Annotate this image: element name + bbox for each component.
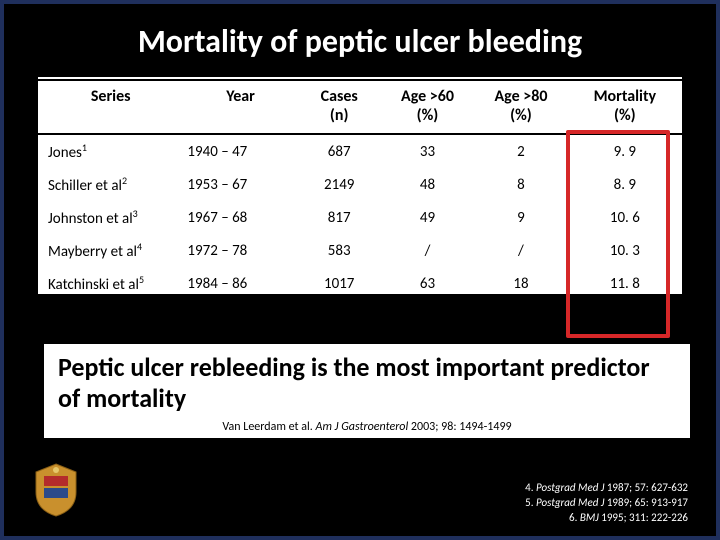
cell-age60: 33 — [381, 134, 474, 168]
ref-rest: 1995; 311: 222-226 — [599, 511, 688, 524]
ref-journal: Postgrad Med J — [536, 496, 604, 509]
cell-mort: 9. 9 — [568, 134, 682, 168]
callout-citation: Van Leerdam et al. Am J Gastroenterol 20… — [58, 420, 676, 434]
cell-age80: 9 — [474, 201, 567, 234]
table-header-row: Series Year Cases (n) Age >60 (%) Age >8… — [38, 80, 682, 134]
reference-line: 5. Postgrad Med J 1989; 65: 913-917 — [525, 496, 688, 511]
cell-age60: / — [381, 234, 474, 267]
ref-rest: 1987; 57: 627-632 — [604, 481, 688, 494]
cell-year: 1940 – 47 — [183, 134, 297, 168]
series-sup: 5 — [139, 273, 144, 286]
col-age60: Age >60 (%) — [381, 80, 474, 134]
col-age80-l2: (%) — [510, 106, 532, 125]
table-row: Mayberry et al4 1972 – 78 583 / / 10. 3 — [38, 234, 682, 267]
cite-journal: Am J Gastroenterol — [316, 420, 409, 434]
table-row: Johnston et al3 1967 – 68 817 49 9 10. 6 — [38, 201, 682, 234]
col-age60-l2: (%) — [417, 106, 439, 125]
cell-age60: 63 — [381, 267, 474, 294]
cell-age80: 8 — [474, 168, 567, 201]
cell-mort: 8. 9 — [568, 168, 682, 201]
mortality-table: Series Year Cases (n) Age >60 (%) Age >8… — [38, 79, 682, 294]
ref-num: 5. — [525, 496, 533, 509]
cell-year: 1967 – 68 — [183, 201, 297, 234]
cell-age80: 18 — [474, 267, 567, 294]
cell-age60: 48 — [381, 168, 474, 201]
cell-cases: 2149 — [298, 168, 381, 201]
series-sup: 4 — [137, 240, 142, 253]
series-name: Katchinski et al — [48, 276, 139, 294]
ref-num: 4. — [525, 481, 533, 494]
ref-num: 6. — [569, 511, 577, 524]
col-mort-l1: Mortality — [594, 87, 657, 106]
table-row: Jones1 1940 – 47 687 33 2 9. 9 — [38, 134, 682, 168]
col-age80-l1: Age >80 — [494, 87, 547, 106]
series-name: Johnston et al — [48, 210, 133, 228]
ref-journal: BMJ — [580, 511, 599, 524]
cite-author: Van Leerdam et al. — [222, 420, 312, 434]
data-table-container: Series Year Cases (n) Age >60 (%) Age >8… — [38, 77, 682, 294]
series-name: Schiller et al — [48, 177, 122, 195]
ref-rest: 1989; 65: 913-917 — [604, 496, 688, 509]
col-year: Year — [183, 80, 297, 134]
col-mortality: Mortality (%) — [568, 80, 682, 134]
series-sup: 2 — [122, 174, 127, 187]
cell-year: 1972 – 78 — [183, 234, 297, 267]
references-block: 4. Postgrad Med J 1987; 57: 627-632 5. P… — [525, 481, 688, 526]
cell-mort: 10. 6 — [568, 201, 682, 234]
cell-mort: 10. 3 — [568, 234, 682, 267]
cell-age60: 49 — [381, 201, 474, 234]
series-name: Jones — [48, 144, 82, 162]
reference-line: 6. BMJ 1995; 311: 222-226 — [525, 511, 688, 526]
cell-age80: 2 — [474, 134, 567, 168]
cell-mort: 11. 8 — [568, 267, 682, 294]
col-age80: Age >80 (%) — [474, 80, 567, 134]
slide-title: Mortality of peptic ulcer bleeding — [4, 22, 716, 61]
ref-journal: Postgrad Med J — [536, 481, 604, 494]
series-sup: 1 — [82, 141, 87, 154]
callout-box: Peptic ulcer rebleeding is the most impo… — [44, 344, 690, 438]
reference-line: 4. Postgrad Med J 1987; 57: 627-632 — [525, 481, 688, 496]
table-body: Jones1 1940 – 47 687 33 2 9. 9 Schiller … — [38, 134, 682, 294]
table-row: Schiller et al2 1953 – 67 2149 48 8 8. 9 — [38, 168, 682, 201]
cell-year: 1953 – 67 — [183, 168, 297, 201]
col-mort-l2: (%) — [614, 106, 636, 125]
col-age60-l1: Age >60 — [401, 87, 454, 106]
series-sup: 3 — [133, 207, 138, 220]
cell-year: 1984 – 86 — [183, 267, 297, 294]
cite-rest: 2003; 98: 1494-1499 — [408, 420, 511, 434]
cell-cases: 817 — [298, 201, 381, 234]
cell-cases: 583 — [298, 234, 381, 267]
col-cases: Cases (n) — [298, 80, 381, 134]
cell-cases: 1017 — [298, 267, 381, 294]
crest-icon — [32, 462, 80, 518]
callout-text: Peptic ulcer rebleeding is the most impo… — [58, 352, 676, 414]
col-series: Series — [38, 80, 183, 134]
col-cases-l2: (n) — [330, 106, 349, 125]
cell-age80: / — [474, 234, 567, 267]
cell-cases: 687 — [298, 134, 381, 168]
col-cases-l1: Cases — [321, 87, 358, 106]
table-row: Katchinski et al5 1984 – 86 1017 63 18 1… — [38, 267, 682, 294]
series-name: Mayberry et al — [48, 243, 137, 261]
